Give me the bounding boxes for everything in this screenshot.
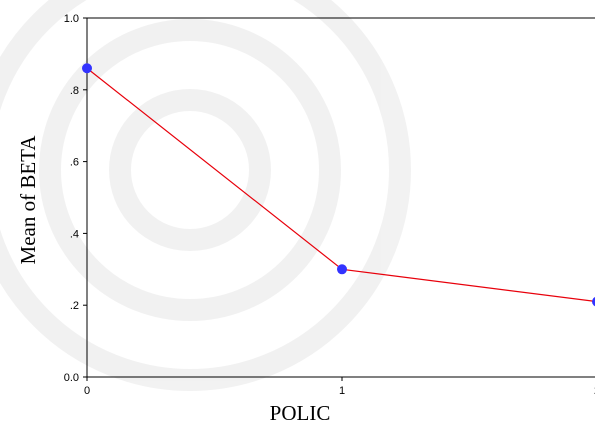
y-tick-label: 1.0	[64, 13, 79, 25]
y-tick-label: .8	[70, 85, 79, 97]
chart: POLIC Mean of BETA 0.0.2.4.6.81.0012	[0, 0, 595, 437]
data-point	[82, 63, 92, 73]
y-tick-label: .2	[70, 300, 79, 312]
data-point	[337, 264, 347, 274]
x-axis-title: POLIC	[270, 401, 331, 425]
y-tick-label: 0.0	[64, 372, 79, 384]
y-tick-label: .6	[70, 157, 79, 169]
y-axis-title: Mean of BETA	[16, 135, 40, 265]
y-tick-label: .4	[70, 228, 79, 240]
x-tick-label: 0	[84, 385, 90, 397]
x-tick-label: 1	[339, 385, 345, 397]
